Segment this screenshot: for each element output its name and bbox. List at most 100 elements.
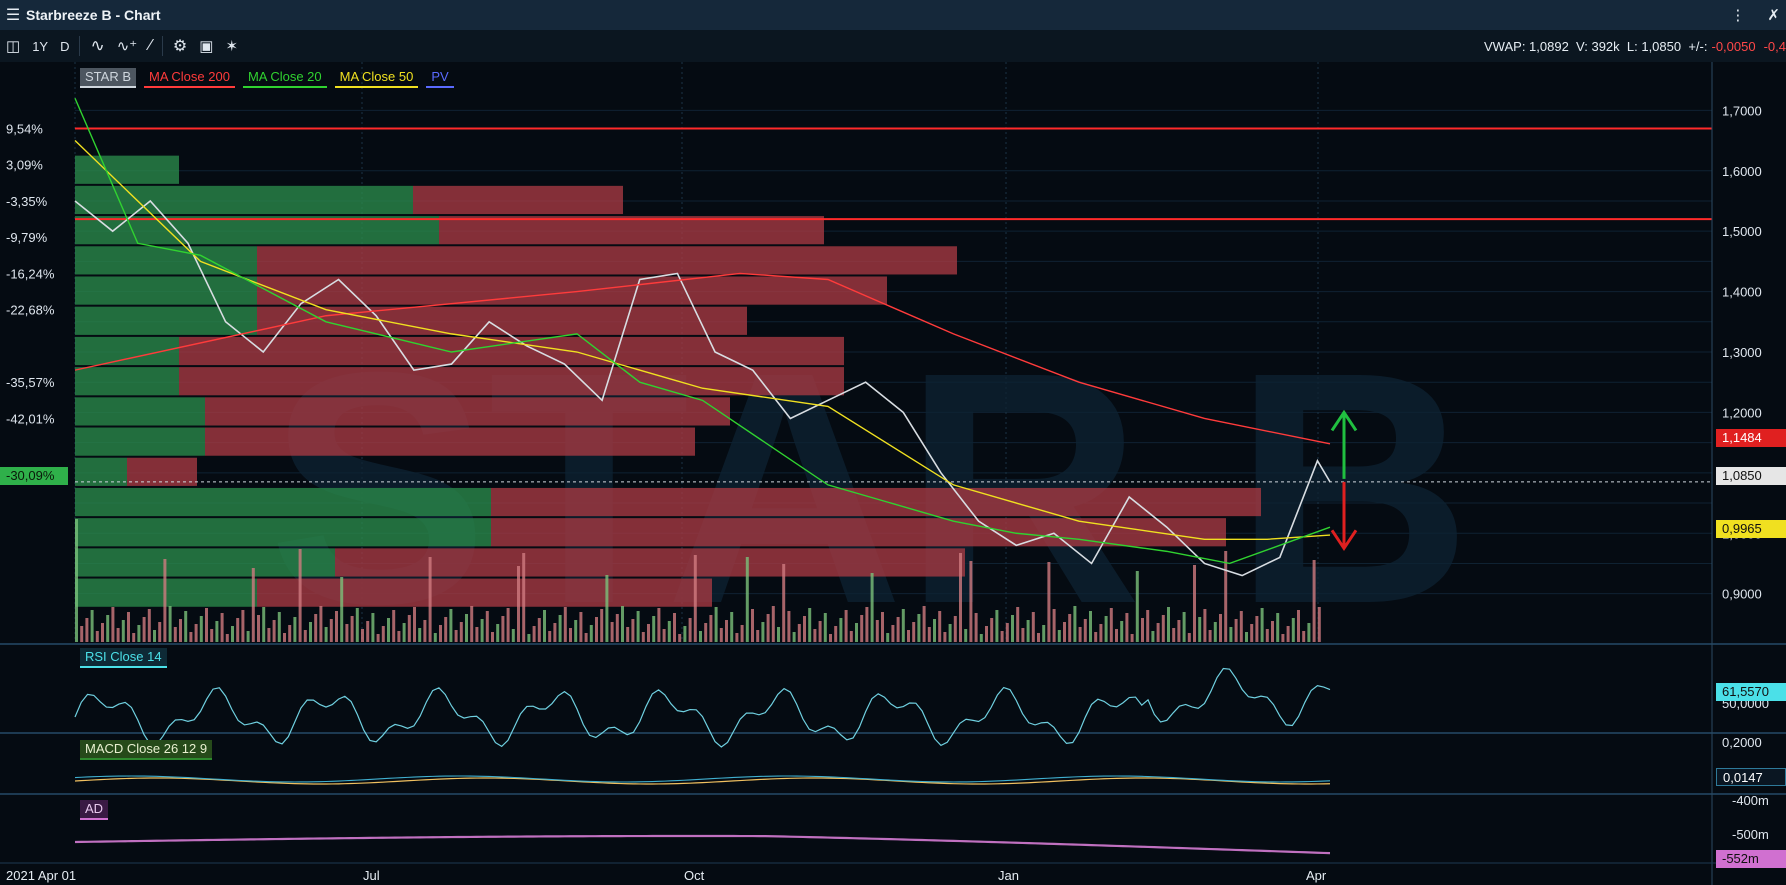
volume-bar (75, 519, 78, 642)
volume-bar (1208, 630, 1212, 642)
volume-profile-up-bar (75, 397, 205, 426)
volume-bar (199, 616, 203, 642)
add-overlay-icon[interactable]: ∿⁺ (116, 38, 138, 55)
volume-bar (1203, 609, 1207, 642)
volume-bar (309, 622, 312, 642)
volume-bar (522, 553, 526, 642)
volume-bar (797, 624, 801, 642)
volume-bar (1115, 629, 1118, 642)
volume-bar (907, 630, 910, 642)
legend-item-ma-close-200[interactable]: MA Close 200 (144, 68, 235, 88)
volume-bar (1052, 609, 1056, 642)
volume-bar (974, 613, 978, 642)
x-label-oct: Oct (684, 868, 705, 883)
volume-bar (1089, 611, 1092, 642)
volume-bar (407, 615, 411, 642)
volume-bar (563, 607, 567, 642)
volume-bar (1156, 623, 1160, 642)
volume-bar (1291, 618, 1295, 642)
volume-profile-down-bar (413, 185, 623, 215)
volume-profile-down-bar (179, 367, 844, 396)
volume-bar (485, 611, 489, 642)
volume-bar (1187, 633, 1191, 642)
volume-bar (1317, 607, 1321, 642)
volume-bar (1302, 631, 1306, 642)
period-1y-button[interactable]: 1Y (32, 38, 49, 54)
layout-icon[interactable]: ▣ (199, 38, 214, 55)
right-axis-label: 0,9000 (1722, 587, 1762, 602)
volume-bar (1031, 612, 1035, 642)
volume-bar (1057, 630, 1061, 642)
volume-bar (1229, 627, 1233, 642)
add-indicator-icon[interactable]: ∿ (90, 36, 105, 55)
legend-item-star-b[interactable]: STAR B (80, 68, 136, 88)
volume-bar (350, 616, 354, 642)
volume-bar (985, 626, 988, 642)
chart-type-icon[interactable]: ◫ (6, 38, 21, 55)
volume-bar (839, 618, 843, 642)
chart-toolbar: ◫ 1Y D ∿ ∿⁺ ∕ ⚙ ▣ ✶ (0, 30, 1786, 62)
volume-bar (569, 628, 572, 642)
volume-bar (803, 616, 806, 642)
volume-bar (1265, 629, 1269, 642)
legend-item-ma-close-20[interactable]: MA Close 20 (242, 68, 327, 88)
x-label-jul: Jul (363, 868, 380, 883)
volume-bar (693, 555, 697, 642)
volume-bar (298, 549, 302, 642)
volume-bar (147, 609, 151, 642)
volume-bar (1021, 628, 1025, 642)
volume-bar (241, 610, 245, 642)
price-chart[interactable]: STAR B 1,7000 1,6000 1,5000 1,4000 1,3000 1,2… (0, 62, 1786, 885)
volume-bar (335, 611, 338, 642)
volume-bar (444, 617, 448, 642)
volume-bar (491, 632, 494, 642)
volume-bar (397, 631, 401, 642)
volume-bar (215, 621, 219, 642)
volume-bar (314, 614, 318, 642)
volume-profile-down-bar (335, 548, 965, 577)
volume-bar (1193, 565, 1196, 642)
interval-d-button[interactable]: D (60, 38, 70, 54)
macd-panel-label[interactable]: MACD Close 26 12 9 (80, 740, 213, 760)
volume-bar (610, 622, 614, 642)
volume-bar (605, 575, 609, 642)
volume-bar (527, 634, 531, 642)
volume-bar (792, 632, 796, 642)
tools-icon[interactable]: ✶ (225, 38, 239, 55)
ad-panel-label[interactable]: AD (80, 800, 109, 820)
volume-bar (1260, 608, 1264, 642)
last-price-tag: 1,0850 (1716, 467, 1786, 485)
ad-axis-label: -500m (1732, 827, 1769, 842)
settings-icon[interactable]: ⚙ (172, 38, 188, 55)
volume-bar (1063, 622, 1066, 642)
macd-signal-line (74, 775, 1331, 783)
volume-bar (303, 630, 307, 642)
volume-bar (277, 612, 281, 642)
change-value: -0,0050 (1711, 38, 1756, 54)
volume-value: V: 392k (1576, 38, 1620, 54)
volume-bar (912, 622, 916, 642)
volume-bar (1068, 614, 1072, 642)
volume-bar (121, 620, 125, 642)
volume-bar (324, 627, 328, 642)
volume-bar (132, 633, 136, 642)
volume-bar (979, 634, 983, 642)
volume-bar (179, 619, 182, 642)
legend-item-pv[interactable]: PV (426, 68, 454, 88)
volume-bar (1213, 622, 1217, 642)
volume-profile-down-bar (439, 216, 824, 245)
volume-bar (579, 612, 583, 642)
hamburger-icon[interactable]: ☰ (5, 7, 21, 24)
volume-bar (153, 630, 156, 642)
legend-item-ma-close-50[interactable]: MA Close 50 (334, 68, 419, 88)
volume-bar (220, 613, 224, 642)
right-axis-label: 1,3000 (1722, 345, 1762, 360)
volume-bar (246, 631, 250, 642)
volume-bar (938, 611, 942, 642)
more-vertical-icon[interactable]: ⋮ (1730, 7, 1746, 24)
unlink-icon[interactable]: ✗ (1767, 7, 1780, 24)
draw-line-icon[interactable]: ∕ (149, 37, 152, 54)
volume-profile-up-bar (75, 367, 179, 396)
rsi-panel-label[interactable]: RSI Close 14 (80, 648, 167, 668)
volume-bar (657, 608, 661, 642)
